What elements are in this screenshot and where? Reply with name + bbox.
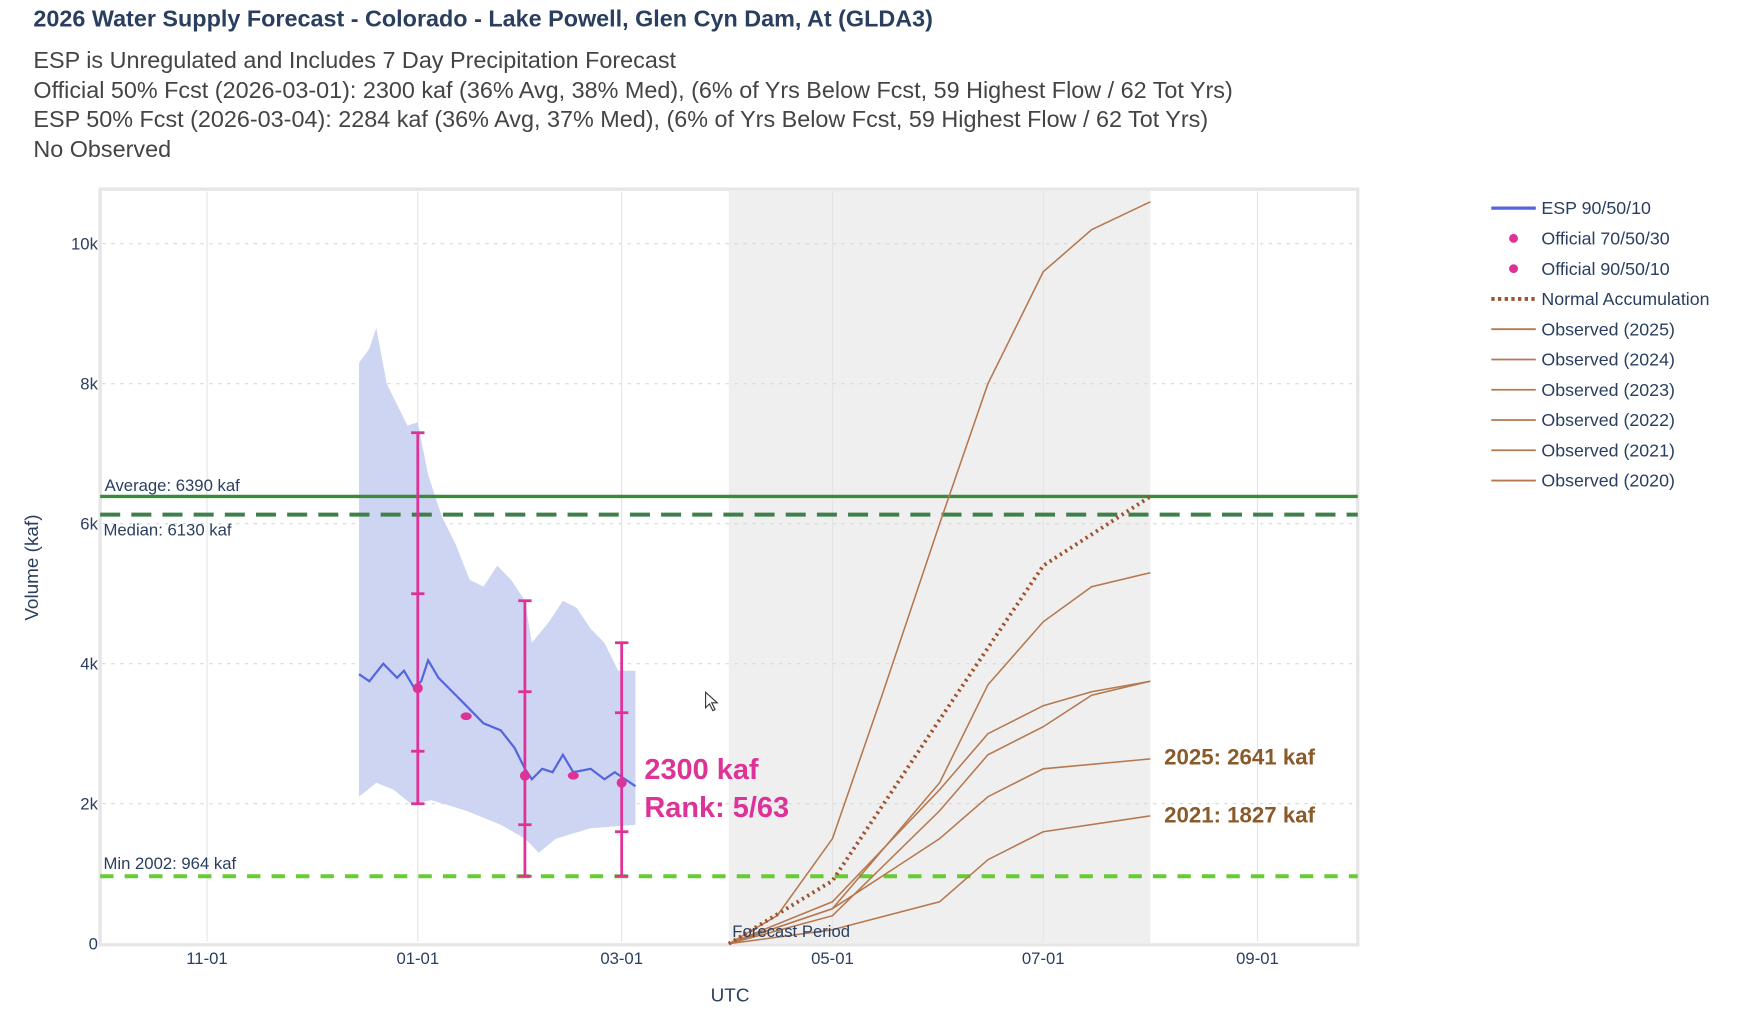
observed-line (728, 680, 1151, 945)
x-axis-title: UTC (711, 986, 750, 1007)
y-tick-label: 10k (71, 234, 99, 253)
legend-item-label: Observed (2020) (1541, 471, 1675, 491)
average-label: Average: 6390 kaf (105, 476, 241, 495)
min-label: Min 2002: 964 kaf (103, 854, 236, 873)
legend-item-label: Observed (2022) (1541, 410, 1675, 430)
x-tick-label: 09-01 (1236, 949, 1279, 968)
forecast-period-shade (728, 190, 1151, 944)
esp-band (359, 327, 636, 853)
x-tick-label: 11-01 (186, 949, 227, 968)
official-point (460, 712, 472, 721)
legend-item-label: Normal Accumulation (1541, 289, 1709, 309)
label-2021: 2021: 1827 kaf (1164, 802, 1316, 827)
observed-line (728, 201, 1151, 945)
legend-item-label: ESP 90/50/10 (1541, 198, 1651, 218)
legend-item-label: Observed (2021) (1541, 440, 1675, 460)
subtitle-line: ESP 50% Fcst (2026-03-04): 2284 kaf (36%… (33, 106, 1209, 133)
x-tick-label: 05-01 (811, 949, 854, 968)
y-tick-label: 2k (80, 794, 98, 813)
subtitle-line: No Observed (33, 136, 172, 163)
forecast-period-label: Forecast Period (732, 922, 850, 941)
official-50-point (412, 683, 423, 694)
legend-item-label: Observed (2024) (1541, 350, 1675, 370)
mouse-cursor-icon (705, 690, 719, 712)
esp-median-line (358, 657, 637, 788)
observed-line (728, 815, 1151, 945)
rank-annotation: Rank: 5/63 (644, 792, 789, 824)
legend-dot-swatch (1509, 264, 1518, 274)
legend-item-label: Observed (2025) (1541, 319, 1675, 339)
normal-accumulation-line (727, 494, 1152, 946)
observed-line (728, 680, 1151, 945)
y-axis-title: Volume (kaf) (22, 515, 43, 621)
legend-dot-swatch (1509, 233, 1518, 243)
legend: ESP 90/50/10 Official 70/50/30 Official 90… (1491, 198, 1710, 491)
subtitle-line: ESP is Unregulated and Includes 7 Day Pr… (33, 47, 677, 74)
median-label: Median: 6130 kaf (103, 520, 231, 539)
label-2025: 2025: 2641 kaf (1164, 745, 1316, 770)
y-tick-label: 0 (89, 934, 98, 953)
official-50-point (519, 770, 530, 781)
legend-item-label: Observed (2023) (1541, 380, 1675, 400)
subtitle-line: Official 50% Fcst (2026-03-01): 2300 kaf… (33, 77, 1233, 104)
y-tick-label: 6k (80, 514, 98, 533)
official-50-point (616, 777, 627, 788)
forecast-value-annotation: 2300 kaf (644, 754, 759, 786)
legend-item-label: Official 90/50/10 (1541, 259, 1669, 279)
official-point (567, 771, 579, 780)
y-tick-label: 4k (80, 654, 98, 673)
y-tick-label: 8k (80, 374, 98, 393)
legend-item-label: Official 70/50/30 (1541, 229, 1669, 249)
x-tick-label: 01-01 (396, 949, 439, 968)
observed-line (728, 571, 1151, 945)
chart-title: 2026 Water Supply Forecast - Colorado - … (33, 6, 933, 33)
x-tick-label: 03-01 (600, 949, 643, 968)
x-tick-label: 07-01 (1022, 949, 1065, 968)
